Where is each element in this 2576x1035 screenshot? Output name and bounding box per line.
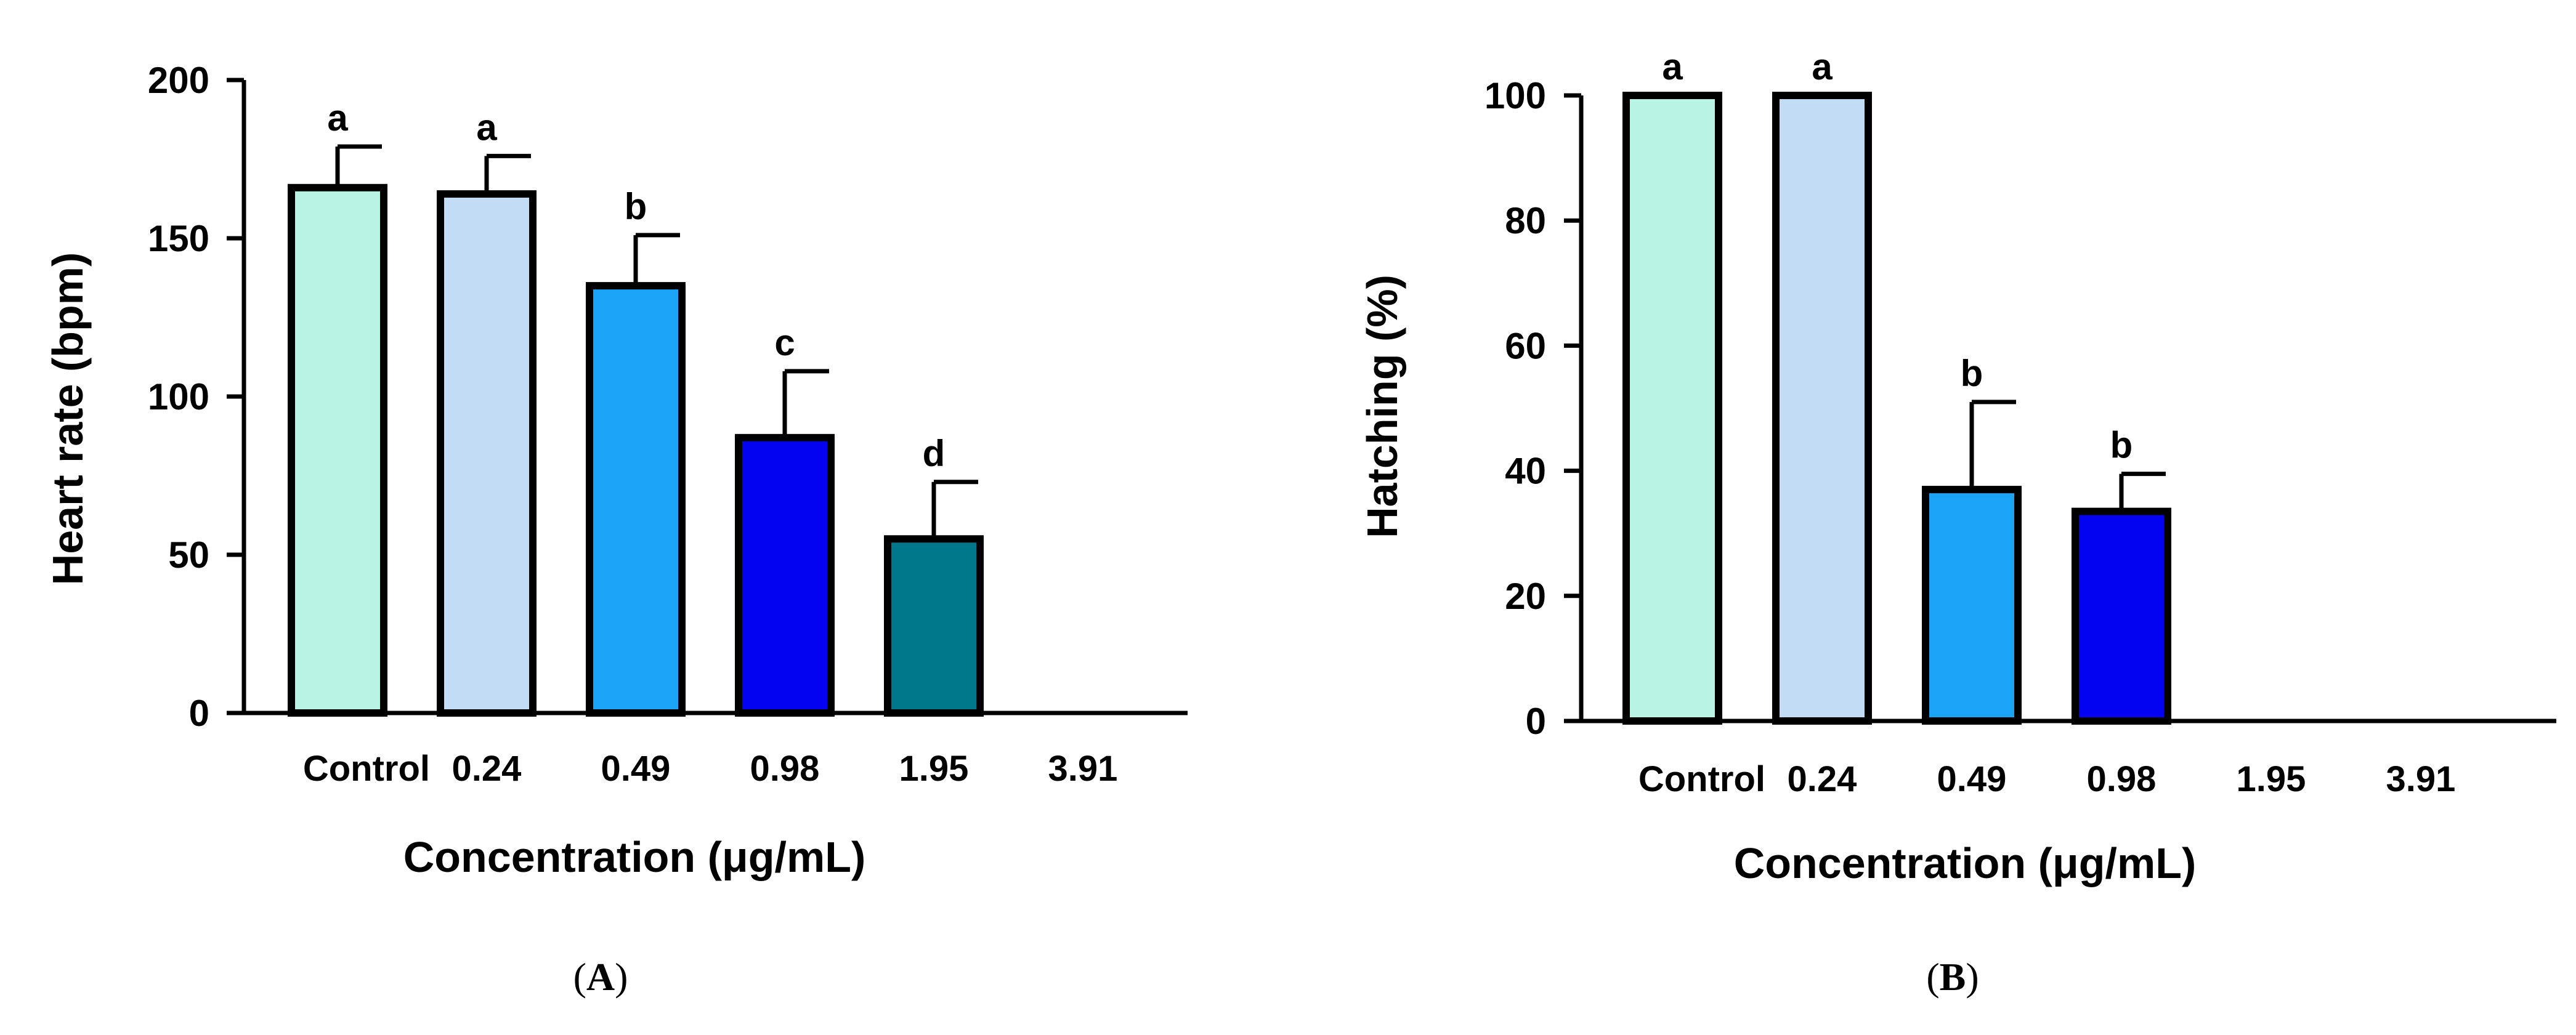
panel-b-bar-0 xyxy=(1622,92,1722,725)
panel-b-category-label-1: 0.24 xyxy=(1788,759,1857,799)
panel-a-category-label-3: 0.98 xyxy=(750,749,820,789)
panel-b-y-tick-label-0: 0 xyxy=(1526,701,1546,742)
panel-a-significance-label-4: d xyxy=(923,433,946,474)
panel-b-label-close: ) xyxy=(1966,955,1979,999)
panel-b-significance-label-3: b xyxy=(2110,425,2133,466)
panel-b-bar-1 xyxy=(1772,92,1872,725)
panel-a-bar-4 xyxy=(884,535,984,717)
panel-b-bar-2 xyxy=(1922,486,2022,725)
panel-b-significance-label-1: a xyxy=(1812,46,1833,87)
panel-a-label-close: ) xyxy=(615,955,628,999)
panel-a-label: (A) xyxy=(573,955,628,999)
panel-a: 0 50 100 150 200 a Control a 0.24 b 0.49 c 0.98 d 1.95… xyxy=(44,60,1188,999)
panel-a-bar-0 xyxy=(288,183,387,717)
panel-b-y-tick-label-5: 100 xyxy=(1484,75,1546,116)
panel-a-y-tick-label-4: 200 xyxy=(148,60,209,101)
panel-b-y-axis-title: Hatching (%) xyxy=(1358,275,1406,538)
panel-b-y-tick-label-4: 80 xyxy=(1505,200,1546,241)
panel-a-x-axis-title: Concentration (μg/mL) xyxy=(403,833,866,881)
panel-a-significance-label-0: a xyxy=(327,97,348,139)
panel-a-category-label-2: 0.49 xyxy=(601,749,671,789)
panel-b-x-axis-title: Concentration (μg/mL) xyxy=(1734,839,2197,887)
panel-a-category-label-5: 3.91 xyxy=(1048,749,1118,789)
panel-b-significance-label-2: b xyxy=(1961,353,1983,394)
panel-b-category-label-0: Control xyxy=(1638,759,1765,799)
panel-b-category-label-2: 0.49 xyxy=(1937,759,2007,799)
panel-a-plot-area: 0 50 100 150 200 a Control a 0.24 b 0.49 c 0.98 d 1.95… xyxy=(148,60,1188,789)
panel-a-y-tick-label-0: 0 xyxy=(189,693,209,734)
panel-b-y-tick-label-1: 20 xyxy=(1505,576,1546,617)
panel-b-label-open: ( xyxy=(1926,955,1939,999)
panel-a-category-label-4: 1.95 xyxy=(899,749,969,789)
panel-a-label-letter: A xyxy=(586,955,615,999)
panel-b-y-tick-label-2: 40 xyxy=(1505,451,1546,492)
panel-a-significance-label-1: a xyxy=(476,107,497,148)
panel-a-significance-label-2: b xyxy=(625,186,647,227)
panel-a-bar-1 xyxy=(437,190,537,717)
panel-b: 0 20 40 60 80 100 a Control a 0.24 b 0.49 b 0.98 1.95 3… xyxy=(1358,46,2556,999)
panel-a-category-label-0: Control xyxy=(303,749,430,789)
panel-b-category-label-5: 3.91 xyxy=(2386,759,2456,799)
panel-b-significance-label-0: a xyxy=(1662,46,1683,87)
panel-a-bar-3 xyxy=(735,433,835,717)
panel-a-y-axis-title: Heart rate (bpm) xyxy=(44,252,92,586)
panel-b-category-label-3: 0.98 xyxy=(2087,759,2157,799)
panel-b-bar-3 xyxy=(2072,507,2171,725)
panel-a-y-tick-label-1: 50 xyxy=(168,534,209,576)
panel-a-y-tick-label-2: 100 xyxy=(148,376,209,417)
panel-a-label-open: ( xyxy=(573,955,586,999)
panel-a-bar-2 xyxy=(586,282,686,717)
panel-a-category-label-1: 0.24 xyxy=(452,749,522,789)
panel-b-label: (B) xyxy=(1926,955,1979,999)
panel-b-y-tick-label-3: 60 xyxy=(1505,325,1546,366)
panel-a-y-tick-label-3: 150 xyxy=(148,218,209,259)
panel-a-significance-label-3: c xyxy=(774,322,795,363)
panel-b-label-letter: B xyxy=(1940,955,1966,999)
panel-b-category-label-4: 1.95 xyxy=(2237,759,2306,799)
panel-b-plot-area: 0 20 40 60 80 100 a Control a 0.24 b 0.49 b 0.98 1.95 3… xyxy=(1484,46,2556,799)
